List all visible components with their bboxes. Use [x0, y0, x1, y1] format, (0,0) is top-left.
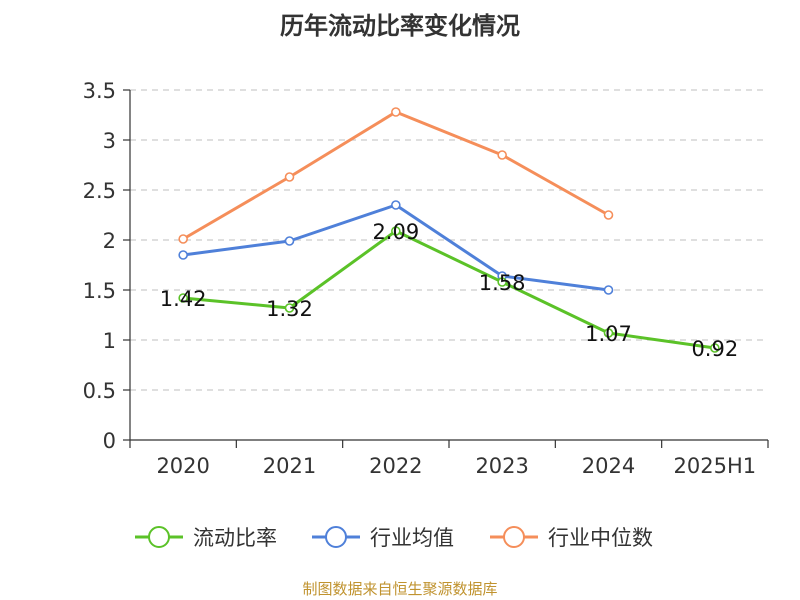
- chart-title: 历年流动比率变化情况: [280, 12, 520, 40]
- y-tick-label: 1: [103, 329, 116, 353]
- data-label: 1.42: [160, 287, 207, 311]
- series-point-2: [284, 236, 295, 246]
- data-label: 0.92: [691, 337, 738, 361]
- series-point-1: [603, 328, 614, 338]
- series-point-1: [284, 303, 295, 313]
- data-label: 1.32: [266, 297, 313, 321]
- series-point-3: [284, 172, 295, 182]
- x-tick-label: 2022: [369, 454, 422, 478]
- y-tick-label: 2.5: [83, 179, 116, 203]
- series-point-3: [603, 210, 614, 220]
- legend-marker: [148, 526, 170, 548]
- data-source-note: 制图数据来自恒生聚源数据库: [302, 580, 498, 598]
- series-line-1: [183, 229, 716, 350]
- y-tick-label: 3: [103, 129, 116, 153]
- y-tick-label: 1.5: [83, 279, 116, 303]
- legend-marker: [325, 526, 347, 548]
- series-point-3: [391, 107, 401, 117]
- x-tick-label: 2023: [475, 454, 528, 478]
- y-tick-label: 2: [103, 229, 116, 253]
- x-tick-label: 2021: [263, 454, 316, 478]
- x-tick-label: 2024: [582, 454, 635, 478]
- series-point-3: [178, 234, 188, 244]
- x-tick-label: 2020: [156, 454, 209, 478]
- legend-marker: [503, 526, 525, 548]
- x-tick-label: 2025H1: [674, 454, 757, 478]
- series-line-2: [182, 203, 609, 292]
- y-tick-label: 0: [103, 429, 116, 453]
- data-label: 1.07: [585, 322, 632, 346]
- series-point-1: [710, 343, 720, 353]
- legend-label: 流动比率: [193, 526, 277, 550]
- series-point-1: [178, 293, 188, 303]
- series-point-2: [391, 200, 401, 210]
- series-point-1: [497, 277, 507, 287]
- y-tick-label: 0.5: [83, 379, 116, 403]
- y-tick-label: 3.5: [83, 79, 116, 103]
- series-point-1: [391, 226, 401, 236]
- legend-label: 行业均值: [370, 526, 454, 550]
- series-point-2: [603, 285, 614, 295]
- series-point-3: [497, 150, 507, 160]
- series-point-2: [178, 250, 188, 260]
- data-label: 2.09: [372, 220, 419, 244]
- legend-label: 行业中位数: [548, 526, 653, 550]
- data-label: 1.58: [479, 271, 526, 295]
